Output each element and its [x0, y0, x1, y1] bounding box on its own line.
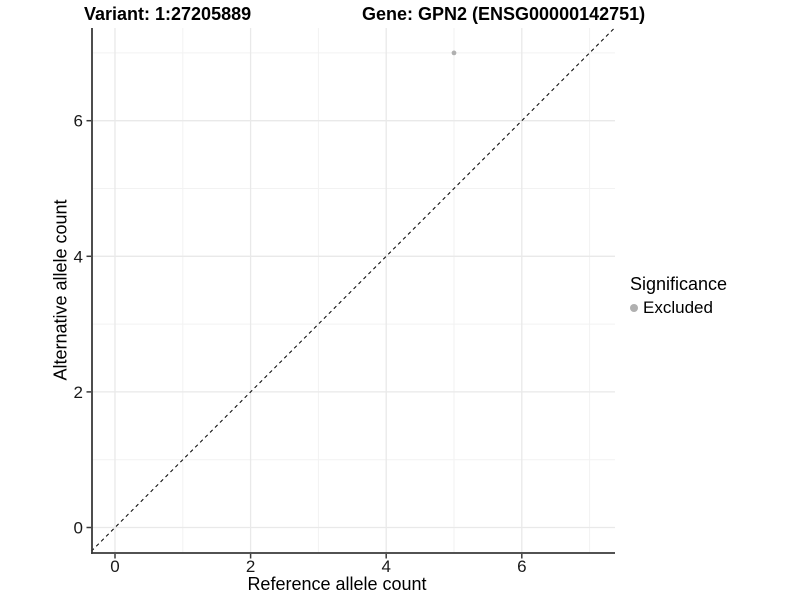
x-tick-label: 4 [381, 557, 390, 576]
identity-dashed-line [90, 27, 616, 552]
x-tick-label: 0 [110, 557, 119, 576]
legend-point-icon [630, 304, 638, 312]
legend: Significance Excluded [630, 274, 727, 318]
x-tick-label: 6 [517, 557, 526, 576]
plot-title-gene: Gene: GPN2 (ENSG00000142751) [362, 4, 646, 24]
legend-item: Excluded [630, 298, 727, 318]
y-tick-label: 0 [74, 519, 83, 538]
x-tick-label: 2 [246, 557, 255, 576]
y-tick-label: 4 [74, 247, 83, 266]
x-axis-title: Reference allele count [247, 574, 427, 594]
legend-item-label: Excluded [643, 298, 713, 317]
y-axis-title: Alternative allele count [50, 199, 71, 381]
data-point [451, 50, 457, 56]
plot-title-variant: Variant: 1:27205889 [84, 4, 252, 24]
legend-title: Significance [630, 274, 728, 294]
y-tick-label: 6 [74, 112, 83, 131]
y-tick-label: 2 [74, 383, 83, 402]
